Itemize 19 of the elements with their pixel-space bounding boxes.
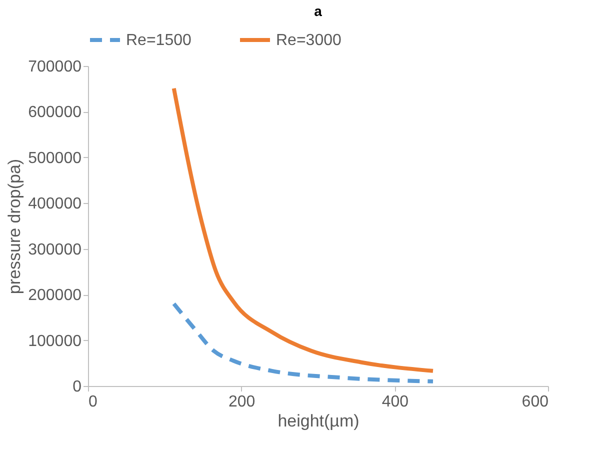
x-tick-label: 0 <box>88 394 98 410</box>
chart-title: a <box>314 3 322 19</box>
y-tick-label: 100000 <box>28 332 82 350</box>
line-series <box>172 86 435 373</box>
y-tick-label: 600000 <box>28 104 82 122</box>
y-tick-label: 700000 <box>28 58 82 76</box>
legend-label: Re=3000 <box>276 32 342 49</box>
y-tick-label: 400000 <box>28 196 82 213</box>
line-series <box>172 302 435 384</box>
y-tick-label: 0 <box>72 378 82 396</box>
y-tick-label: 300000 <box>28 241 82 258</box>
y-axis-title: pressure drop(pa) <box>5 158 24 294</box>
legend-label: Re=1500 <box>126 32 192 49</box>
y-tick-label: 500000 <box>28 150 82 167</box>
x-axis-title: height(µm) <box>278 412 360 430</box>
x-tick-label: 600 <box>522 394 549 410</box>
x-tick-label: 200 <box>228 394 256 410</box>
x-tick-label: 400 <box>382 394 409 410</box>
y-tick-label: 200000 <box>28 287 82 304</box>
